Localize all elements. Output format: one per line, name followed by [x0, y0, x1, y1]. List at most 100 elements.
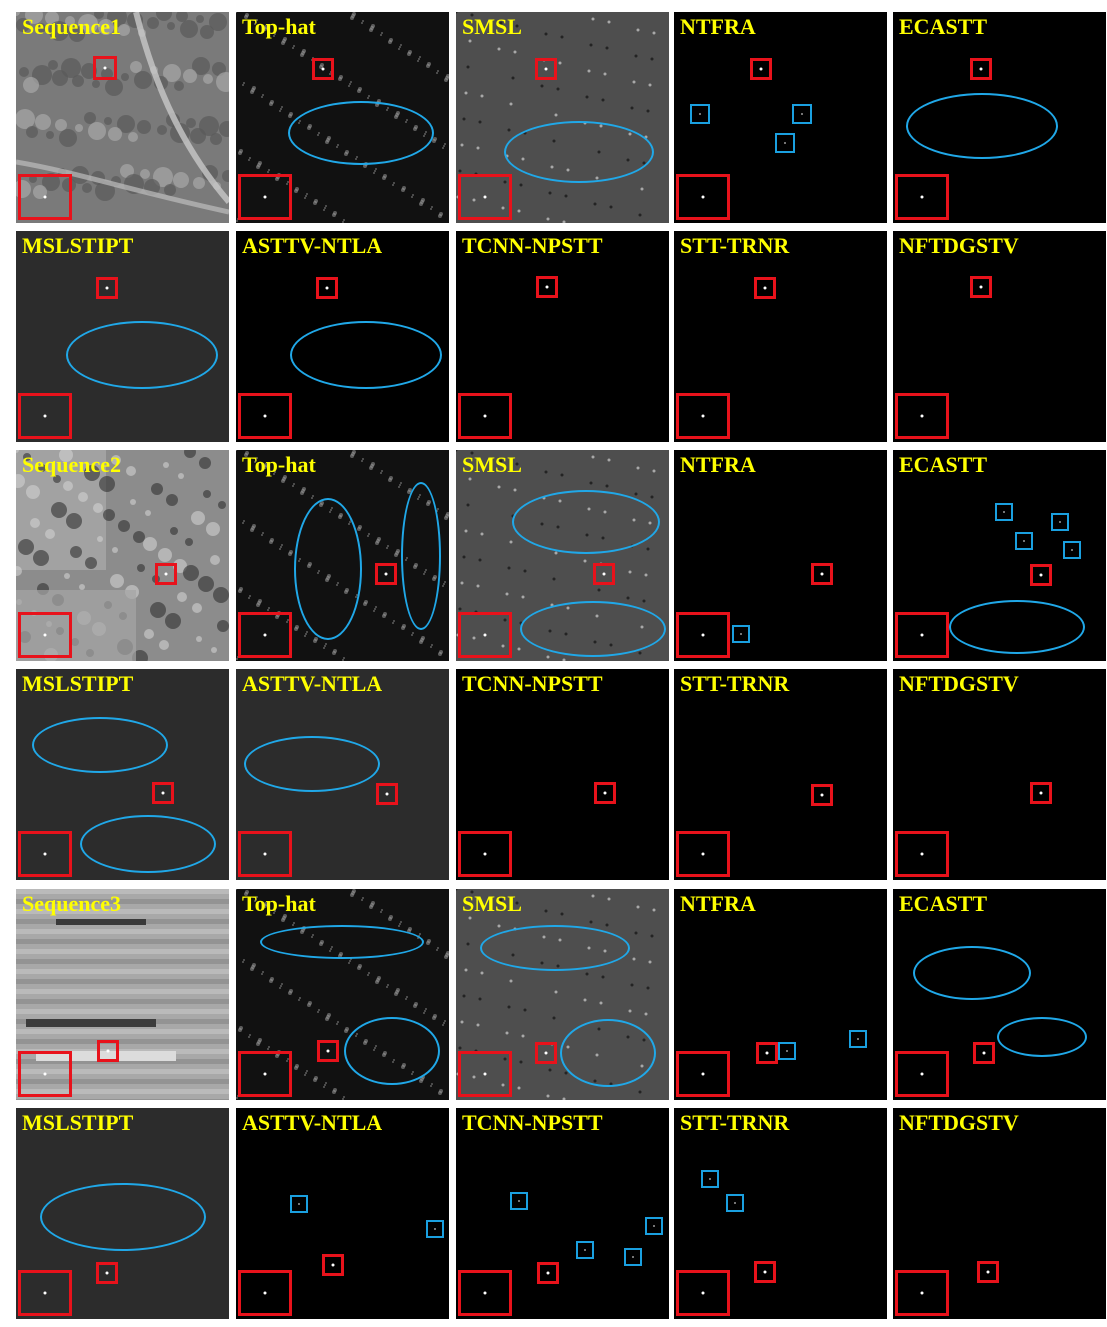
- panel-asttv-ntla: ASTTV-NTLA: [236, 669, 449, 880]
- false-alarm-dot: [1023, 540, 1025, 542]
- method-label: SMSL: [462, 452, 522, 477]
- panel-image: [16, 450, 229, 661]
- target-dot: [103, 66, 107, 70]
- false-alarm-box: [778, 1042, 796, 1060]
- target-dot: [986, 1270, 990, 1274]
- panel-mslstipt: MSLSTIPT: [16, 669, 229, 880]
- inset-target-dot: [920, 1072, 924, 1076]
- zoom-inset: [238, 393, 292, 439]
- false-alarm-dot: [653, 1225, 655, 1227]
- clutter-ellipse: [906, 93, 1058, 159]
- clutter-ellipse: [32, 717, 168, 773]
- panel-tcnn-npstt: TCNN-NPSTT: [456, 231, 669, 442]
- target-dot: [546, 1271, 550, 1275]
- clutter-ellipse: [344, 1017, 440, 1085]
- inset-target-dot: [263, 633, 267, 637]
- panel-ecastt: ECASTT: [893, 450, 1106, 661]
- target-box: [536, 276, 558, 298]
- false-alarm-box: [792, 104, 812, 124]
- zoom-inset: [895, 1270, 949, 1316]
- target-box: [535, 1042, 557, 1064]
- clutter-ellipse: [560, 1019, 656, 1087]
- target-box: [1030, 782, 1052, 804]
- zoom-inset: [895, 174, 949, 220]
- inset-target-dot: [263, 852, 267, 856]
- panel-sequence1: Sequence1: [16, 12, 229, 223]
- false-alarm-dot: [434, 1228, 436, 1230]
- target-dot: [385, 792, 389, 796]
- zoom-inset: [676, 1270, 730, 1316]
- zoom-inset: [238, 174, 292, 220]
- target-dot: [326, 1049, 330, 1053]
- target-dot: [1039, 573, 1043, 577]
- inset-target-dot: [701, 633, 705, 637]
- false-alarm-dot: [784, 142, 786, 144]
- target-dot: [545, 285, 549, 289]
- inset-target-dot: [483, 414, 487, 418]
- false-alarm-box: [1051, 513, 1069, 531]
- target-dot: [384, 572, 388, 576]
- target-box: [376, 783, 398, 805]
- target-box: [973, 1042, 995, 1064]
- target-dot: [602, 572, 606, 576]
- target-box: [537, 1262, 559, 1284]
- panel-image: [456, 1108, 669, 1319]
- zoom-inset: [895, 1051, 949, 1097]
- method-label: TCNN-NPSTT: [462, 671, 603, 696]
- target-dot: [763, 1270, 767, 1274]
- method-label: ASTTV-NTLA: [242, 233, 383, 258]
- inset-target-dot: [920, 195, 924, 199]
- target-dot: [105, 286, 109, 290]
- target-box: [97, 1040, 119, 1062]
- false-alarm-box: [1015, 532, 1033, 550]
- method-label: NFTDGSTV: [899, 671, 1019, 696]
- method-label: MSLSTIPT: [22, 671, 134, 696]
- clutter-ellipse: [913, 946, 1031, 1000]
- target-box: [756, 1042, 778, 1064]
- panel-image: [674, 231, 887, 442]
- inset-target-dot: [483, 633, 487, 637]
- method-label: NTFRA: [680, 14, 756, 39]
- clutter-ellipse: [512, 490, 660, 554]
- panel-image: [456, 12, 669, 223]
- clutter-ellipse: [80, 815, 216, 873]
- false-alarm-dot: [1059, 521, 1061, 523]
- target-dot: [105, 1271, 109, 1275]
- panel-sequence2: Sequence2: [16, 450, 229, 661]
- false-alarm-dot: [734, 1202, 736, 1204]
- method-label: MSLSTIPT: [22, 233, 134, 258]
- zoom-inset: [458, 1270, 512, 1316]
- panel-ecastt: ECASTT: [893, 889, 1106, 1100]
- panel-image: [893, 669, 1106, 880]
- target-dot: [321, 67, 325, 71]
- panel-stt-trnr: STT-TRNR: [674, 231, 887, 442]
- target-box: [811, 784, 833, 806]
- panel-smsl: SMSL: [456, 889, 669, 1100]
- panel-top-hat: Top-hat: [236, 889, 449, 1100]
- panel-stt-trnr: STT-TRNR: [674, 669, 887, 880]
- panel-smsl: SMSL: [456, 12, 669, 223]
- inset-target-dot: [920, 1291, 924, 1295]
- false-alarm-box: [290, 1195, 308, 1213]
- inset-target-dot: [701, 414, 705, 418]
- panel-asttv-ntla: ASTTV-NTLA: [236, 231, 449, 442]
- clutter-ellipse: [401, 482, 441, 630]
- target-box: [535, 58, 557, 80]
- false-alarm-box: [1063, 541, 1081, 559]
- inset-target-dot: [43, 852, 47, 856]
- panel-ntfra: NTFRA: [674, 889, 887, 1100]
- inset-target-dot: [701, 1072, 705, 1076]
- panel-mslstipt: MSLSTIPT: [16, 231, 229, 442]
- false-alarm-dot: [298, 1203, 300, 1205]
- target-box: [750, 58, 772, 80]
- method-label: ECASTT: [899, 452, 988, 477]
- zoom-inset: [238, 1270, 292, 1316]
- target-box: [96, 1262, 118, 1284]
- panel-top-hat: Top-hat: [236, 12, 449, 223]
- zoom-inset: [238, 831, 292, 877]
- target-dot: [331, 1263, 335, 1267]
- zoom-inset: [18, 393, 72, 439]
- method-label: Top-hat: [242, 891, 316, 916]
- false-alarm-box: [510, 1192, 528, 1210]
